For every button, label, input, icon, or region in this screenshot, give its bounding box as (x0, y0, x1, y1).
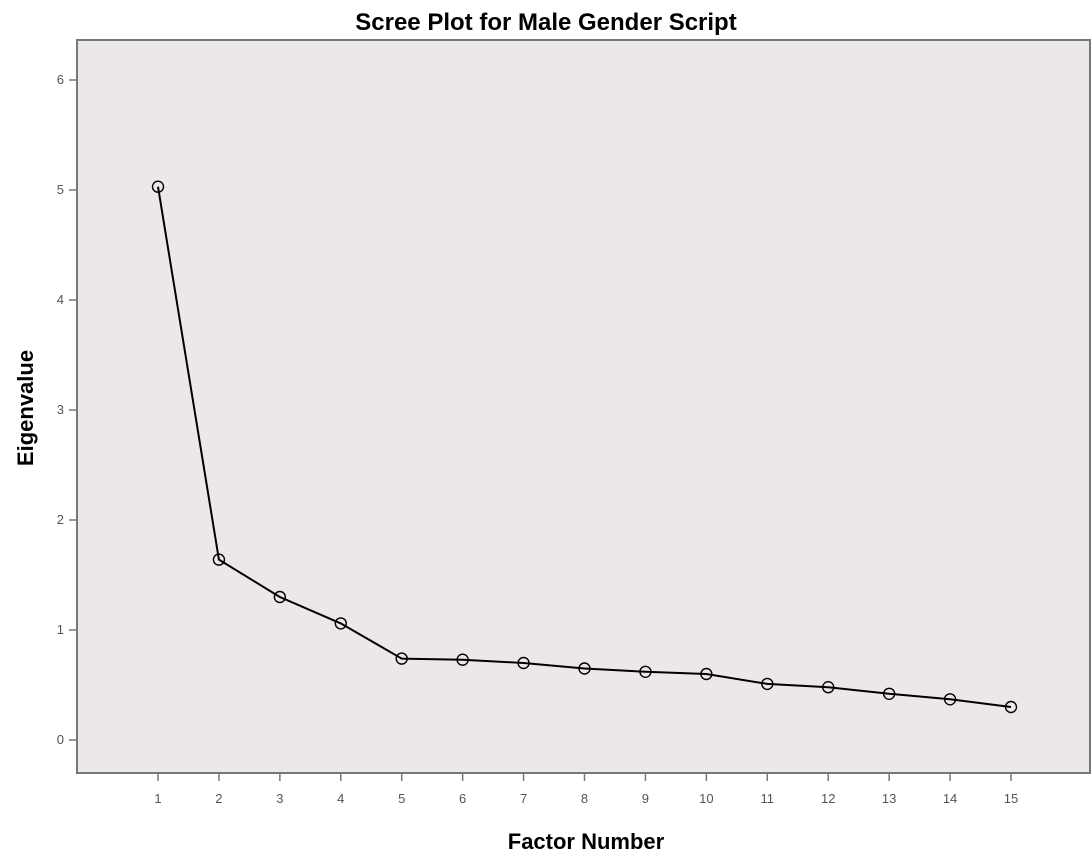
data-point (882, 687, 896, 700)
data-point (456, 653, 469, 666)
data-point (517, 656, 530, 670)
y-tick-label: 6 (57, 72, 64, 87)
y-tick-label: 3 (57, 402, 64, 417)
x-tick-label: 8 (581, 791, 588, 806)
plot-area (76, 39, 1091, 774)
x-tick-label: 10 (699, 791, 713, 806)
data-point (334, 617, 347, 630)
data-point (700, 667, 713, 681)
data-point (578, 662, 591, 675)
x-tick-label: 15 (1004, 791, 1018, 806)
x-axis-ticks: 1 2 3 4 5 6 7 8 9 10 11 12 13 14 15 (154, 773, 1018, 806)
data-point (943, 693, 957, 706)
y-axis-title: Eigenvalue (13, 350, 38, 466)
x-tick-label: 2 (215, 791, 222, 806)
x-tick-label: 13 (882, 791, 896, 806)
eigenvalue-series-line (157, 186, 1012, 708)
data-point (639, 665, 652, 678)
x-tick-label: 4 (337, 791, 344, 806)
data-point (212, 553, 226, 566)
chart-title: Scree Plot for Male Gender Script (355, 9, 736, 36)
x-tick-label: 5 (398, 791, 405, 806)
x-tick-label: 1 (154, 791, 161, 806)
x-tick-label: 7 (520, 791, 527, 806)
y-tick-label: 1 (57, 622, 64, 637)
x-tick-label: 14 (943, 791, 957, 806)
y-tick-label: 4 (57, 292, 64, 307)
x-tick-label: 9 (642, 791, 649, 806)
data-point (822, 681, 835, 694)
y-tick-label: 0 (57, 732, 64, 747)
data-point (761, 677, 774, 691)
data-point (151, 180, 165, 193)
x-tick-label: 3 (276, 791, 283, 806)
x-tick-label: 12 (821, 791, 835, 806)
eigenvalue-points (151, 180, 1018, 714)
y-axis-ticks: 0 1 2 3 4 5 6 (57, 72, 77, 747)
data-point (273, 590, 287, 604)
y-tick-label: 5 (57, 182, 64, 197)
data-point (395, 652, 408, 665)
data-point (1004, 700, 1018, 714)
y-tick-label: 2 (57, 512, 64, 527)
x-tick-label: 6 (459, 791, 466, 806)
x-tick-label: 11 (761, 791, 775, 806)
x-axis-title: Factor Number (508, 829, 665, 852)
